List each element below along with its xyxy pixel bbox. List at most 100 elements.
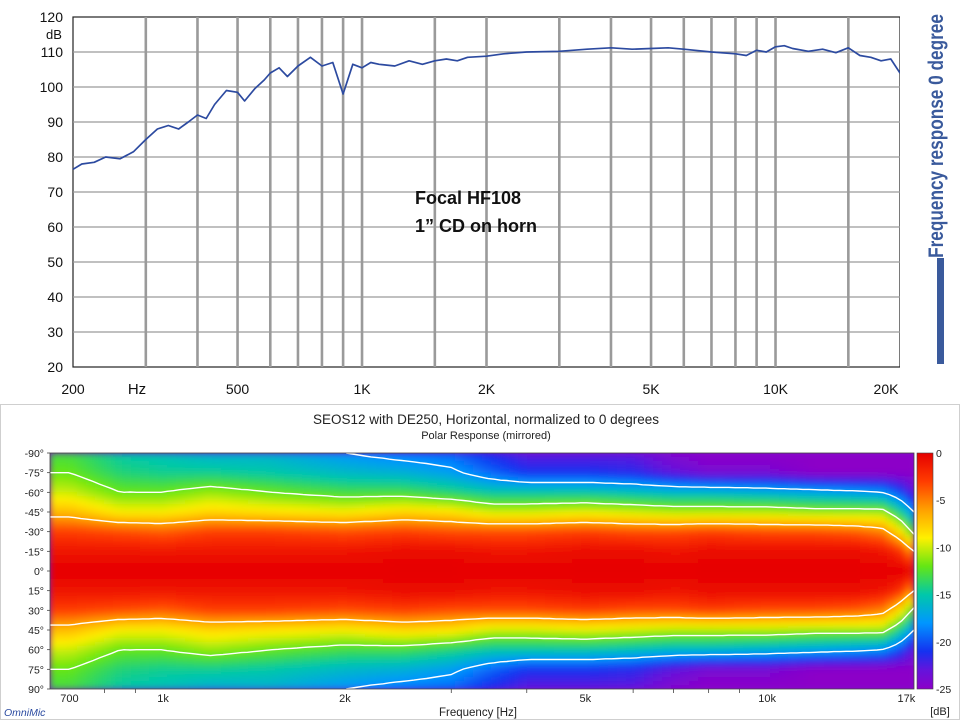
heatmap-cell xyxy=(527,555,537,560)
heatmap-cell xyxy=(230,535,240,541)
heatmap-cell xyxy=(554,677,564,682)
heatmap-cell xyxy=(275,523,285,529)
heatmap-cell xyxy=(203,661,213,666)
heatmap-cell xyxy=(149,657,159,663)
heatmap-cell xyxy=(221,677,231,682)
heatmap-cell xyxy=(437,571,447,576)
heatmap-cell xyxy=(329,531,339,537)
heatmap-cell xyxy=(392,614,402,619)
heatmap-cell xyxy=(311,677,321,682)
heatmap-cell xyxy=(554,661,564,666)
heatmap-cell xyxy=(446,626,456,631)
heatmap-cell xyxy=(671,618,681,623)
heatmap-cell xyxy=(185,480,195,486)
heatmap-cell xyxy=(743,637,753,643)
heatmap-cell xyxy=(95,464,105,470)
heatmap-cell xyxy=(752,681,762,686)
heatmap-cell xyxy=(698,574,708,580)
heatmap-cell xyxy=(680,681,690,686)
heatmap-cell xyxy=(59,488,69,493)
heatmap-cell xyxy=(698,673,708,678)
heatmap-cell xyxy=(455,622,465,627)
heatmap-cell xyxy=(203,618,213,623)
heatmap-cell xyxy=(104,685,114,689)
heatmap-cell xyxy=(293,496,303,501)
heatmap-cell xyxy=(68,649,78,655)
heatmap-cell xyxy=(635,480,645,486)
heatmap-cell xyxy=(302,598,312,604)
heatmap-cell xyxy=(608,515,618,521)
heatmap-cell xyxy=(329,527,339,533)
heatmap-cell xyxy=(86,456,96,462)
heatmap-cell xyxy=(356,645,366,651)
heatmap-cell xyxy=(392,535,402,541)
heatmap-cell xyxy=(707,614,717,619)
heatmap-cell xyxy=(644,606,654,611)
heatmap-cell xyxy=(491,641,501,647)
heatmap-cell xyxy=(86,460,96,466)
heatmap-cell xyxy=(374,657,384,663)
heatmap-cell xyxy=(509,681,519,686)
heatmap-cell xyxy=(590,460,600,466)
heatmap-cell xyxy=(635,637,645,643)
heatmap-cell xyxy=(770,456,780,462)
heatmap-cell xyxy=(419,661,429,666)
heatmap-cell xyxy=(86,574,96,580)
heatmap-cell xyxy=(392,598,402,604)
heatmap-cell xyxy=(698,551,708,556)
heatmap-cell xyxy=(176,555,186,560)
heatmap-cell xyxy=(320,653,330,659)
heatmap-cell xyxy=(68,464,78,470)
heatmap-cell xyxy=(644,586,654,592)
heatmap-cell xyxy=(77,563,87,568)
heatmap-cell xyxy=(437,602,447,607)
heatmap-cell xyxy=(257,677,267,682)
heatmap-cell xyxy=(50,492,60,497)
heatmap-cell xyxy=(545,523,555,529)
heatmap-cell xyxy=(257,598,267,604)
heatmap-cell xyxy=(284,500,294,505)
heatmap-cell xyxy=(437,543,447,548)
heatmap-cell xyxy=(185,571,195,576)
heatmap-cell xyxy=(644,618,654,623)
heatmap-cell xyxy=(167,661,177,666)
heatmap-cell xyxy=(266,571,276,576)
heatmap-cell xyxy=(428,677,438,682)
heatmap-cell xyxy=(158,618,168,623)
heatmap-cell xyxy=(302,464,312,470)
heatmap-cell xyxy=(257,657,267,663)
heatmap-cell xyxy=(626,590,636,596)
heatmap-cell xyxy=(545,641,555,647)
heatmap-cell xyxy=(311,496,321,501)
heatmap-cell xyxy=(464,574,474,580)
heatmap-cell xyxy=(50,484,60,489)
heatmap-cell xyxy=(743,500,753,505)
heatmap-cell xyxy=(239,484,249,489)
heatmap-cell xyxy=(527,453,537,458)
heatmap-cell xyxy=(428,456,438,462)
heatmap-cell xyxy=(626,578,636,584)
heatmap-cell xyxy=(716,594,726,600)
heatmap-cell xyxy=(662,649,672,655)
heatmap-cell xyxy=(482,626,492,631)
heatmap-cell xyxy=(365,653,375,659)
heatmap-cell xyxy=(266,539,276,545)
heatmap-cell xyxy=(77,677,87,682)
heatmap-cell xyxy=(734,464,744,470)
heatmap-cell xyxy=(779,464,789,470)
heatmap-cell xyxy=(554,649,564,655)
heatmap-cell xyxy=(500,492,510,497)
heatmap-cell xyxy=(734,472,744,478)
heatmap-cell xyxy=(131,594,141,600)
heatmap-cell xyxy=(509,653,519,659)
heatmap-cell xyxy=(545,456,555,462)
heatmap-cell xyxy=(185,547,195,552)
heatmap-cell xyxy=(653,515,663,521)
heatmap-cell xyxy=(770,547,780,552)
heatmap-cell xyxy=(491,464,501,470)
heatmap-cell xyxy=(509,574,519,580)
heatmap-cell xyxy=(284,484,294,489)
heatmap-cell xyxy=(500,453,510,458)
heatmap-cell xyxy=(50,586,60,592)
heatmap-cell xyxy=(347,527,357,533)
